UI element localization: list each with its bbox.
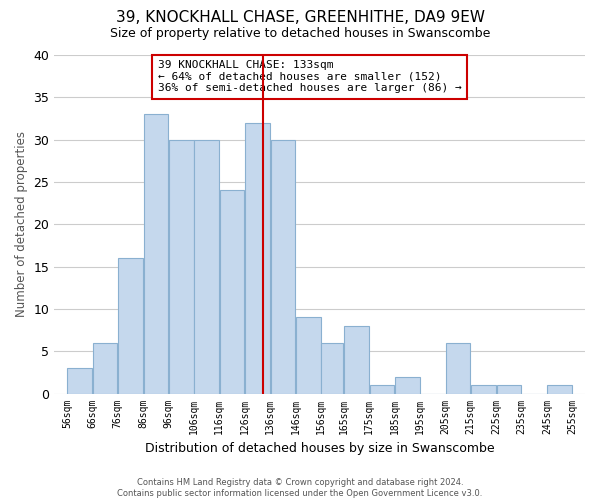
Text: 39, KNOCKHALL CHASE, GREENHITHE, DA9 9EW: 39, KNOCKHALL CHASE, GREENHITHE, DA9 9EW <box>115 10 485 25</box>
Bar <box>169 140 194 394</box>
Bar <box>296 318 320 394</box>
Text: 39 KNOCKHALL CHASE: 133sqm
← 64% of detached houses are smaller (152)
36% of sem: 39 KNOCKHALL CHASE: 133sqm ← 64% of deta… <box>158 60 461 94</box>
Bar <box>497 385 521 394</box>
Bar <box>395 376 419 394</box>
Bar <box>220 190 244 394</box>
Bar <box>446 343 470 394</box>
Bar <box>143 114 168 394</box>
Bar <box>370 385 394 394</box>
Bar <box>245 122 270 394</box>
Bar <box>471 385 496 394</box>
Text: Contains HM Land Registry data © Crown copyright and database right 2024.
Contai: Contains HM Land Registry data © Crown c… <box>118 478 482 498</box>
Bar <box>67 368 92 394</box>
Bar <box>118 258 143 394</box>
Bar <box>321 343 343 394</box>
Bar <box>271 140 295 394</box>
Bar <box>547 385 572 394</box>
Bar <box>93 343 118 394</box>
X-axis label: Distribution of detached houses by size in Swanscombe: Distribution of detached houses by size … <box>145 442 494 455</box>
Bar <box>194 140 219 394</box>
Y-axis label: Number of detached properties: Number of detached properties <box>15 132 28 318</box>
Bar <box>344 326 369 394</box>
Text: Size of property relative to detached houses in Swanscombe: Size of property relative to detached ho… <box>110 28 490 40</box>
